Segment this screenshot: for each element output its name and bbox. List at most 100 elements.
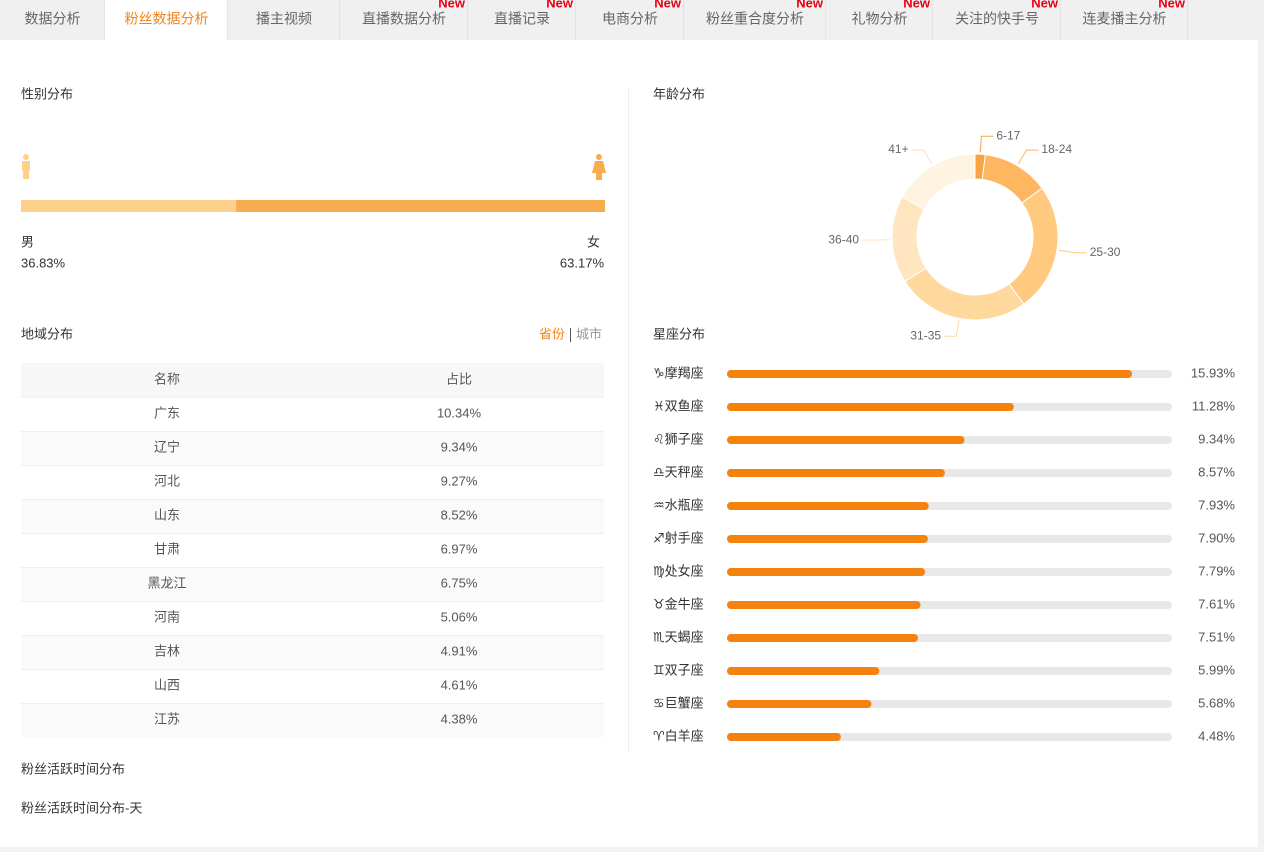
- tab[interactable]: [228, 0, 339, 40]
- tab-label[interactable]: 粉丝重合度分析: [706, 11, 804, 27]
- tab[interactable]: [105, 0, 227, 40]
- table-cell: 山东: [154, 507, 180, 522]
- tab[interactable]: [826, 0, 932, 40]
- gender-bar: [236, 200, 605, 212]
- table-row: [21, 533, 604, 567]
- zodiac-value: 5.68%: [1198, 695, 1235, 710]
- tab-label[interactable]: 礼物分析: [852, 11, 908, 27]
- zodiac-bar: [727, 370, 1133, 378]
- zodiac-name: ♒水瓶座: [653, 497, 704, 512]
- zodiac-value: 7.93%: [1198, 497, 1235, 512]
- tab[interactable]: [468, 0, 575, 40]
- new-badge: New: [1031, 0, 1059, 10]
- female-icon: [592, 154, 606, 180]
- zodiac-value: 9.34%: [1198, 431, 1235, 446]
- gender-name: 女: [587, 234, 600, 249]
- zodiac-name: ♍处女座: [653, 563, 704, 578]
- table-cell: 吉林: [154, 643, 180, 658]
- tab[interactable]: [684, 0, 825, 40]
- zodiac-bar: [727, 601, 921, 609]
- table-cell: 广东: [154, 405, 180, 420]
- new-badge: New: [546, 0, 574, 10]
- table-cell: 5.06%: [441, 609, 478, 624]
- table-cell: 8.52%: [441, 507, 478, 522]
- donut-segment: [901, 153, 976, 210]
- zodiac-bar: [727, 403, 1014, 411]
- male-icon: [22, 154, 30, 179]
- donut-label: 6-17: [996, 128, 1020, 142]
- leader-line: [944, 320, 960, 337]
- tab-label[interactable]: 粉丝数据分析: [125, 11, 209, 27]
- tab-label[interactable]: 直播数据分析: [362, 11, 446, 27]
- tab[interactable]: [340, 0, 467, 40]
- donut-label: 31-35: [910, 328, 941, 342]
- zodiac-bar: [727, 634, 918, 642]
- table-cell: 4.91%: [441, 643, 478, 658]
- zodiac-bar: [727, 469, 945, 477]
- tab-label[interactable]: 连麦播主分析: [1083, 11, 1167, 27]
- tab[interactable]: [933, 0, 1060, 40]
- table-cell: 江苏: [154, 711, 180, 726]
- donut-label: 36-40: [828, 232, 859, 246]
- new-badge: New: [438, 0, 466, 10]
- table-cell: 6.75%: [441, 575, 478, 590]
- table-cell: 10.34%: [437, 405, 482, 420]
- age-title: 年龄分布: [653, 86, 705, 101]
- table-row: [21, 431, 604, 465]
- tab-label[interactable]: 电商分析: [602, 11, 658, 27]
- zodiac-bar: [727, 502, 929, 510]
- table-header-cell: 名称: [154, 371, 180, 386]
- tab-label[interactable]: 数据分析: [25, 11, 81, 27]
- leader-line: [1017, 149, 1039, 165]
- table-cell: 4.61%: [441, 677, 478, 692]
- table-cell: 4.38%: [441, 711, 478, 726]
- zodiac-name: ♈白羊座: [653, 728, 704, 743]
- zodiac-value: 7.90%: [1198, 530, 1235, 545]
- zodiac-value: 7.61%: [1198, 596, 1235, 611]
- tab[interactable]: [0, 0, 104, 40]
- leader-line: [1058, 249, 1087, 254]
- new-badge: New: [796, 0, 824, 10]
- gender-bar: [21, 200, 237, 212]
- activity-title: 粉丝活跃时间分布: [21, 761, 125, 776]
- zodiac-value: 7.79%: [1198, 563, 1235, 578]
- toggle-city[interactable]: 城市: [576, 326, 602, 341]
- table-row: [21, 567, 604, 601]
- table-header: [21, 363, 604, 397]
- table-row: [21, 635, 604, 669]
- table-row: [21, 499, 604, 533]
- table-row: [21, 669, 604, 703]
- zodiac-name: ♋巨蟹座: [653, 695, 704, 710]
- toggle-province[interactable]: 省份: [539, 326, 565, 341]
- zodiac-name: ♐射手座: [653, 530, 704, 545]
- zodiac-title: 星座分布: [653, 326, 705, 341]
- tab-label[interactable]: 直播记录: [494, 11, 550, 27]
- table-cell: 9.34%: [441, 439, 478, 454]
- table-row: [21, 397, 604, 431]
- table-header-cell: 占比: [446, 371, 472, 386]
- zodiac-name: ♑摩羯座: [653, 365, 704, 380]
- zodiac-value: 4.48%: [1198, 728, 1235, 743]
- region-title: 地域分布: [21, 326, 73, 341]
- tab[interactable]: [1061, 0, 1187, 40]
- donut-label: 18-24: [1041, 142, 1072, 156]
- table-row: [21, 465, 604, 499]
- leader-line: [862, 239, 891, 241]
- tab[interactable]: [576, 0, 683, 40]
- donut-label: 25-30: [1090, 245, 1121, 259]
- table-cell: 9.27%: [441, 473, 478, 488]
- zodiac-name: ♏天蝎座: [653, 629, 704, 644]
- zodiac-name: ♉金牛座: [653, 596, 704, 611]
- zodiac-bar: [727, 568, 926, 576]
- table-cell: 甘肃: [154, 541, 180, 556]
- table-cell: 河北: [154, 473, 180, 488]
- new-badge: New: [903, 0, 931, 10]
- table-row: [21, 601, 604, 635]
- tab-label[interactable]: 关注的快手号: [955, 11, 1039, 27]
- tab-label[interactable]: 播主视频: [256, 11, 312, 27]
- gender-name: 男: [21, 234, 34, 249]
- zodiac-value: 11.28%: [1192, 398, 1236, 413]
- zodiac-bar: [727, 667, 880, 675]
